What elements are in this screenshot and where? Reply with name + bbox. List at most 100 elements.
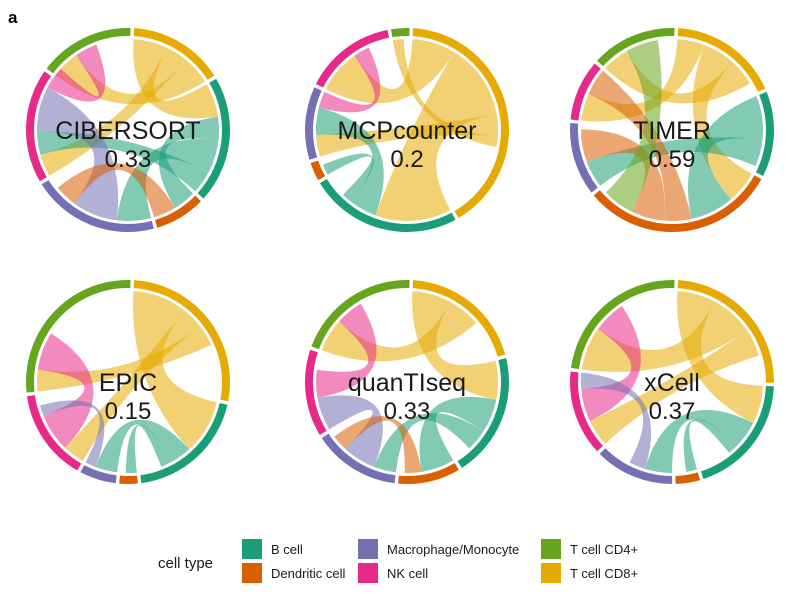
- sector-arcs: [570, 280, 774, 484]
- sector-arc-macrophage-monocyte: [305, 87, 322, 160]
- chord-link: [325, 39, 455, 104]
- sector-arc-dendritic-cell: [310, 160, 326, 181]
- method-name: xCell: [644, 369, 700, 397]
- legend-label: T cell CD8+: [570, 566, 638, 581]
- sector-arc-t-cell-cd4: [311, 279, 410, 350]
- method-name: EPIC: [99, 369, 157, 397]
- chord-link: [116, 138, 219, 221]
- chord-link: [316, 303, 377, 398]
- legend-label: Macrophage/Monocyte: [387, 542, 519, 557]
- chord-link: [316, 114, 498, 157]
- chord-link: [589, 330, 760, 444]
- method-score: 0.33: [105, 146, 152, 173]
- legend: cell type B cell Dendritic cell Macrophage…: [158, 539, 638, 583]
- chord-link: [644, 409, 754, 473]
- method-score: 0.2: [390, 146, 423, 173]
- method-name: TIMER: [633, 117, 711, 145]
- sector-arc-t-cell-cd4: [46, 28, 131, 74]
- chord-link: [322, 153, 374, 202]
- chord-link: [321, 301, 477, 362]
- legend-label: Dendritic cell: [271, 566, 346, 581]
- sector-arc-dendritic-cell: [593, 175, 762, 232]
- chord-link: [392, 39, 498, 148]
- method-score: 0.59: [649, 146, 696, 173]
- sector-arc-t-cell-cd8: [677, 28, 766, 92]
- chord-link: [37, 87, 119, 221]
- chord-link: [37, 333, 94, 448]
- sector-arc-t-cell-cd8: [133, 28, 215, 80]
- sector-arc-t-cell-cd4: [597, 28, 675, 67]
- method-name: CIBERSORT: [55, 117, 200, 145]
- chord-links: [316, 39, 498, 222]
- chord-links: [316, 291, 499, 474]
- sector-arc-dendritic-cell: [119, 475, 138, 484]
- chord-link: [581, 372, 652, 469]
- chord-panels: CIBERSORT0.33MCPcounter0.2TIMER0.59EPIC0…: [25, 28, 774, 484]
- sector-arc-t-cell-cd8: [412, 28, 509, 218]
- chord-link: [334, 415, 422, 474]
- chord-link: [683, 419, 738, 472]
- sector-arc-macrophage-monocyte: [570, 123, 598, 193]
- sector-arc-t-cell-cd8: [133, 280, 231, 402]
- chord-link: [95, 419, 190, 473]
- legend-label: B cell: [271, 542, 303, 557]
- sector-arc-nk-cell: [315, 29, 390, 88]
- chord-link: [419, 396, 497, 472]
- sector-arc-b-cell: [140, 402, 228, 484]
- chord-link: [55, 55, 206, 105]
- sector-arc-macrophage-monocyte: [321, 433, 396, 484]
- chord-link: [375, 52, 497, 222]
- method-score: 0.37: [649, 398, 696, 425]
- chord-link: [588, 70, 692, 221]
- legend-swatch: [541, 563, 561, 583]
- chord-link: [57, 163, 176, 218]
- chord-link: [316, 107, 384, 216]
- chord-links: [581, 291, 763, 473]
- sector-arc-b-cell: [701, 385, 774, 480]
- sector-arc-nk-cell: [26, 71, 52, 182]
- sector-arcs: [25, 279, 231, 484]
- sector-arc-nk-cell: [305, 349, 327, 435]
- method-name: MCPcounter: [338, 117, 477, 145]
- chord-links: [581, 39, 764, 221]
- chord-link: [605, 51, 751, 104]
- panel-label: a: [8, 8, 18, 27]
- method-score: 0.33: [384, 398, 431, 425]
- chord-link: [687, 96, 764, 219]
- chord-link: [158, 116, 219, 208]
- sector-arc-macrophage-monocyte: [80, 465, 117, 484]
- sector-arc-dendritic-cell: [398, 462, 459, 484]
- chord-links: [37, 39, 219, 221]
- method-score: 0.15: [105, 398, 152, 425]
- legend-swatch: [358, 539, 378, 559]
- sector-arc-b-cell: [755, 91, 774, 176]
- chord-link: [125, 424, 172, 474]
- chord-link: [133, 291, 217, 450]
- chord-link: [581, 301, 748, 372]
- chord-link: [677, 291, 763, 424]
- chord-links: [37, 291, 217, 474]
- sector-arc-nk-cell: [26, 395, 82, 471]
- chord-link: [317, 395, 383, 467]
- chord-link: [412, 291, 499, 400]
- sector-arc-b-cell: [197, 78, 230, 199]
- sector-arcs: [305, 28, 509, 233]
- legend-swatch: [358, 563, 378, 583]
- method-name: quanTIseq: [348, 369, 466, 397]
- sector-arcs: [26, 28, 230, 232]
- chord-link: [40, 400, 105, 468]
- sector-arc-macrophage-monocyte: [599, 448, 673, 484]
- sector-arc-t-cell-cd4: [391, 28, 410, 38]
- sector-arc-dendritic-cell: [675, 472, 701, 484]
- sector-arc-b-cell: [457, 358, 510, 468]
- legend-label: NK cell: [387, 566, 428, 581]
- chord-link: [47, 44, 106, 102]
- sector-arc-macrophage-monocyte: [41, 180, 154, 232]
- chord-link: [318, 47, 381, 113]
- legend-swatch: [242, 563, 262, 583]
